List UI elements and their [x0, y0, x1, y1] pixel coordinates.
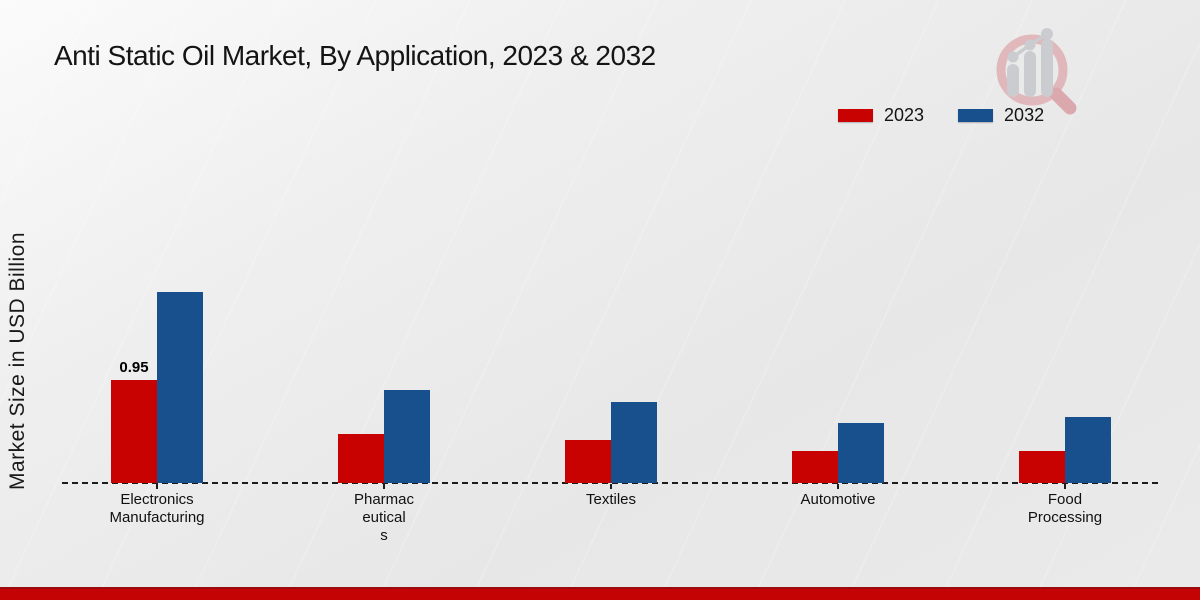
- category-label-line: s: [380, 527, 388, 544]
- axis-tick: [610, 484, 612, 489]
- axis-tick: [837, 484, 839, 489]
- bar-2032-category-5: [1065, 417, 1111, 483]
- axis-tick: [383, 484, 385, 489]
- bar-2023-category-4: [792, 451, 838, 483]
- chart-title: Anti Static Oil Market, By Application, …: [54, 40, 656, 71]
- axis-tick: [1064, 484, 1066, 489]
- bar-2023-category-2: [338, 434, 384, 483]
- category-label-line: Automotive: [800, 491, 876, 508]
- x-axis-baseline: [62, 482, 1158, 484]
- legend-label: 2023: [884, 105, 925, 125]
- bar-2032-category-3: [611, 402, 657, 483]
- brand-logo: [982, 20, 1082, 125]
- bar-2032-category-2: [384, 390, 430, 483]
- category-label-line: Electronics: [120, 491, 194, 508]
- bar-2023-category-5: [1019, 451, 1065, 483]
- magnifier-chart-icon: [996, 28, 1077, 115]
- legend-label: 2032: [1004, 105, 1045, 125]
- legend-item-2023: 2023: [838, 105, 924, 126]
- legend: 2023 2032: [838, 105, 1044, 126]
- bar-2032-category-4: [838, 423, 884, 483]
- bar-2032-category-1: [157, 292, 203, 483]
- category-label-line: eutical: [362, 509, 406, 526]
- category-label-line: Textiles: [585, 491, 637, 508]
- bar-2023-category-1: [111, 380, 157, 483]
- category-label: Food Processing: [990, 491, 1140, 527]
- category-label: Electronics Manufacturing: [82, 491, 232, 527]
- category-label-line: Pharmac: [353, 491, 415, 508]
- legend-swatch-2032: [958, 109, 994, 122]
- legend-swatch-2023: [838, 109, 873, 122]
- category-label-line: Processing: [1027, 509, 1103, 526]
- legend-item-2032: 2032: [958, 105, 1044, 126]
- axis-tick: [156, 484, 158, 489]
- footer-strip: [0, 587, 1200, 600]
- category-label: Pharmac eutical s: [309, 491, 459, 545]
- category-label-line: Manufacturing: [109, 509, 205, 526]
- bar-value-label: 0.95: [119, 359, 149, 376]
- category-label-line: Food: [1047, 491, 1083, 508]
- category-label: Automotive: [763, 491, 913, 509]
- bar-2023-category-3: [565, 440, 611, 483]
- category-label: Textiles: [536, 491, 686, 509]
